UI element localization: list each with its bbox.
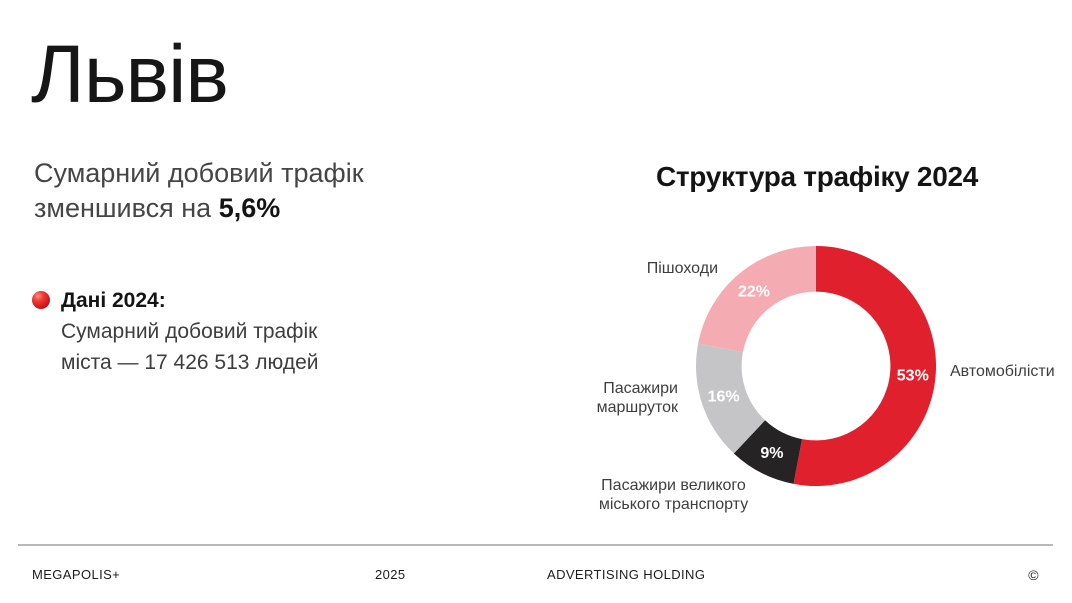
subtitle-line-2: зменшився на 5,6% [34, 193, 281, 223]
segment-label-motorists: Автомобілісти [950, 363, 1055, 380]
donut-segment-1 [733, 420, 803, 484]
red-sphere-icon [32, 291, 50, 309]
donut-value-label-0: 53% [897, 368, 929, 385]
donut-segment-3 [698, 246, 816, 353]
donut-chart: 53% 9% 16% 22% [696, 246, 936, 486]
page-title: Львів [31, 29, 229, 120]
fact-block: Дані 2024: Сумарний добовий трафік міста… [32, 285, 392, 378]
footer-brand-logo: MEGAPOLIS+ [32, 567, 121, 582]
fact-heading: Дані 2024: [61, 289, 166, 312]
donut-value-label-1: 9% [760, 445, 783, 462]
fact-text: Дані 2024: Сумарний добовий трафік міста… [61, 285, 392, 378]
donut-segment-0 [793, 246, 936, 486]
copyright-icon: © [1028, 567, 1039, 583]
donut-chart-svg: 53% 9% 16% 22% [696, 246, 936, 486]
footer-year: 2025 [375, 567, 406, 582]
footer-divider [18, 544, 1053, 546]
segment-label-city-transport-passengers: Пасажири великого міського транспорту [598, 477, 749, 513]
footer-company: ADVERTISING HOLDING [547, 567, 706, 582]
chart-title: Структура трафіку 2024 [655, 161, 979, 192]
segment-label-marshrutka-passengers: Пасажири маршруток [596, 380, 678, 416]
donut-value-label-2: 16% [708, 389, 740, 406]
donut-segment-2 [696, 343, 766, 454]
fact-line-1: Сумарний добовий трафік [61, 320, 318, 343]
page-subtitle: Сумарний добовий трафік зменшився на 5,6… [34, 156, 364, 226]
fact-line-2: міста — 17 426 513 людей [61, 351, 319, 374]
subtitle-line-1: Сумарний добовий трафік [34, 158, 364, 188]
segment-label-pedestrians: Пішоходи [646, 260, 718, 277]
donut-value-label-3: 22% [738, 284, 770, 301]
subtitle-highlight: 5,6% [218, 193, 281, 223]
